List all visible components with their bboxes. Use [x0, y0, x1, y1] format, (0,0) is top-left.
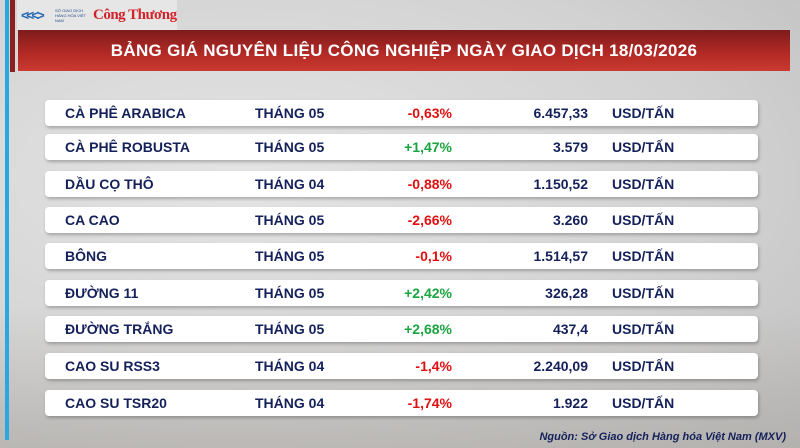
price: 6.457,33 — [533, 105, 589, 121]
price: 1.150,52 — [533, 176, 589, 192]
commodity-name: ĐƯỜNG 11 — [65, 285, 139, 301]
commodity-name: CA CAO — [65, 212, 120, 228]
congthuong-logo: Công Thương — [93, 6, 177, 23]
price-change: -0,63% — [407, 105, 452, 121]
table-row: CAO SU RSS3 THÁNG 04 -1,4% 2.240,09 USD/… — [45, 353, 758, 379]
unit: USD/TẤN — [612, 358, 675, 374]
price-change: -0,88% — [407, 176, 452, 192]
contract-month: THÁNG 05 — [255, 139, 325, 155]
price-change: +2,42% — [404, 285, 452, 301]
table-row: CÀ PHÊ ARABICA THÁNG 05 -0,63% 6.457,33 … — [45, 100, 758, 126]
commodity-name: ĐƯỜNG TRẮNG — [65, 321, 174, 337]
price-change: -1,4% — [415, 358, 452, 374]
table-row: CAO SU TSR20 THÁNG 04 -1,74% 1.922 USD/T… — [45, 390, 758, 416]
contract-month: THÁNG 05 — [255, 321, 325, 337]
table-row: DẦU CỌ THÔ THÁNG 04 -0,88% 1.150,52 USD/… — [45, 171, 758, 197]
table-row: ĐƯỜNG TRẮNG THÁNG 05 +2,68% 437,4 USD/TẤ… — [45, 316, 758, 342]
unit: USD/TẤN — [612, 285, 675, 301]
source-note: Nguồn: Sở Giao dịch Hàng hóa Việt Nam (M… — [539, 431, 786, 443]
unit: USD/TẤN — [612, 105, 675, 121]
contract-month: THÁNG 04 — [255, 395, 325, 411]
table-row: BÔNG THÁNG 05 -0,1% 1.514,57 USD/TẤN — [45, 243, 758, 269]
unit: USD/TẤN — [612, 176, 675, 192]
commodity-name: CAO SU RSS3 — [65, 358, 160, 374]
unit: USD/TẤN — [612, 139, 675, 155]
price-change: +2,68% — [404, 321, 452, 337]
unit: USD/TẤN — [612, 321, 675, 337]
contract-month: THÁNG 05 — [255, 248, 325, 264]
contract-month: THÁNG 05 — [255, 285, 325, 301]
price: 2.240,09 — [533, 358, 589, 374]
logo: <<<> SỞ GIAO DỊCH HÀNG HÓA VIỆT NAM Công… — [17, 0, 177, 30]
price-change: -2,66% — [407, 212, 452, 228]
price: 3.579 — [552, 139, 588, 155]
price-change: -0,1% — [415, 248, 452, 264]
unit: USD/TẤN — [612, 248, 675, 264]
commodity-name: DẦU CỌ THÔ — [65, 176, 154, 192]
price-change: +1,47% — [404, 139, 452, 155]
price-change: -1,74% — [407, 395, 452, 411]
mxv-logo-icon: <<<> — [21, 7, 45, 23]
page-title: BẢNG GIÁ NGUYÊN LIỆU CÔNG NGHIỆP NGÀY GI… — [18, 30, 790, 71]
table-row: CÀ PHÊ ROBUSTA THÁNG 05 +1,47% 3.579 USD… — [45, 134, 758, 160]
accent-bar-red — [10, 0, 15, 72]
contract-month: THÁNG 04 — [255, 176, 325, 192]
price: 1.514,57 — [533, 248, 589, 264]
table-row: CA CAO THÁNG 05 -2,66% 3.260 USD/TẤN — [45, 207, 758, 233]
price: 3.260 — [552, 212, 588, 228]
price: 326,28 — [545, 285, 588, 301]
commodity-name: CÀ PHÊ ROBUSTA — [65, 139, 190, 155]
commodity-name: CAO SU TSR20 — [65, 395, 167, 411]
contract-month: THÁNG 05 — [255, 105, 325, 121]
commodity-name: CÀ PHÊ ARABICA — [65, 105, 186, 121]
commodity-name: BÔNG — [65, 248, 107, 264]
price: 1.922 — [552, 395, 588, 411]
contract-month: THÁNG 04 — [255, 358, 325, 374]
price: 437,4 — [552, 321, 588, 337]
accent-bar-blue — [5, 0, 9, 440]
unit: USD/TẤN — [612, 395, 675, 411]
contract-month: THÁNG 05 — [255, 212, 325, 228]
table-row: ĐƯỜNG 11 THÁNG 05 +2,42% 326,28 USD/TẤN — [45, 280, 758, 306]
unit: USD/TẤN — [612, 212, 675, 228]
mxv-logo-text: SỞ GIAO DỊCH HÀNG HÓA VIỆT NAM — [55, 7, 87, 23]
